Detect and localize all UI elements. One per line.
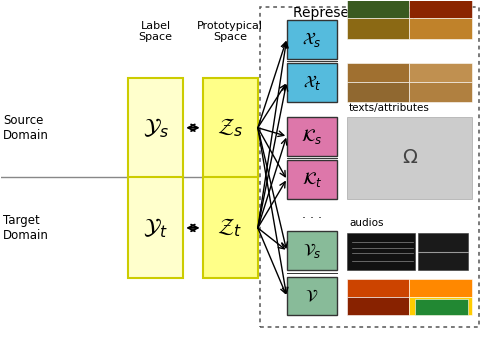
FancyBboxPatch shape: [202, 78, 258, 279]
FancyBboxPatch shape: [287, 277, 337, 315]
Bar: [347, 82, 409, 102]
Bar: [409, 63, 472, 82]
Text: Source
Domain: Source Domain: [3, 114, 49, 142]
Text: $\mathcal{V}_s$: $\mathcal{V}_s$: [303, 241, 321, 260]
Text: audios: audios: [349, 218, 384, 228]
Text: Ω: Ω: [402, 148, 416, 167]
Bar: [347, 297, 409, 315]
Text: $\mathcal{Y}_s$: $\mathcal{Y}_s$: [143, 116, 169, 140]
Bar: [347, 233, 415, 270]
Text: $\mathcal{K}_t$: $\mathcal{K}_t$: [302, 170, 322, 189]
Text: $\mathcal{X}_t$: $\mathcal{X}_t$: [303, 73, 321, 92]
Text: $\mathcal{Y}_t$: $\mathcal{Y}_t$: [143, 216, 168, 240]
Bar: [347, 18, 409, 39]
Bar: [409, 297, 472, 315]
FancyBboxPatch shape: [287, 231, 337, 270]
Text: texts/attributes: texts/attributes: [349, 103, 430, 114]
Bar: [347, 117, 472, 199]
Text: Target
Domain: Target Domain: [3, 214, 49, 242]
FancyBboxPatch shape: [287, 160, 337, 199]
FancyBboxPatch shape: [287, 20, 337, 58]
Text: $\mathcal{K}_s$: $\mathcal{K}_s$: [301, 127, 322, 146]
Text: $\mathcal{V}$: $\mathcal{V}$: [305, 287, 319, 305]
Bar: [347, 63, 409, 82]
Bar: [409, 0, 472, 18]
Text: Prototypical
Space: Prototypical Space: [197, 21, 263, 43]
Bar: [409, 18, 472, 39]
FancyBboxPatch shape: [287, 117, 337, 155]
Text: $\mathcal{Z}_t$: $\mathcal{Z}_t$: [217, 217, 243, 239]
Text: Representation Space: Representation Space: [294, 6, 446, 20]
Bar: [418, 233, 468, 270]
Text: $\mathcal{X}_s$: $\mathcal{X}_s$: [302, 30, 321, 49]
Text: $\mathcal{Z}_s$: $\mathcal{Z}_s$: [217, 117, 243, 139]
FancyBboxPatch shape: [287, 63, 337, 102]
Text: Label
Space: Label Space: [139, 21, 173, 43]
Bar: [415, 299, 468, 315]
Bar: [347, 279, 409, 297]
Text: . . .: . . .: [302, 209, 322, 221]
FancyBboxPatch shape: [128, 78, 183, 279]
Bar: [347, 0, 409, 18]
Text: images: images: [349, 6, 387, 17]
Bar: [409, 82, 472, 102]
Bar: [409, 279, 472, 297]
